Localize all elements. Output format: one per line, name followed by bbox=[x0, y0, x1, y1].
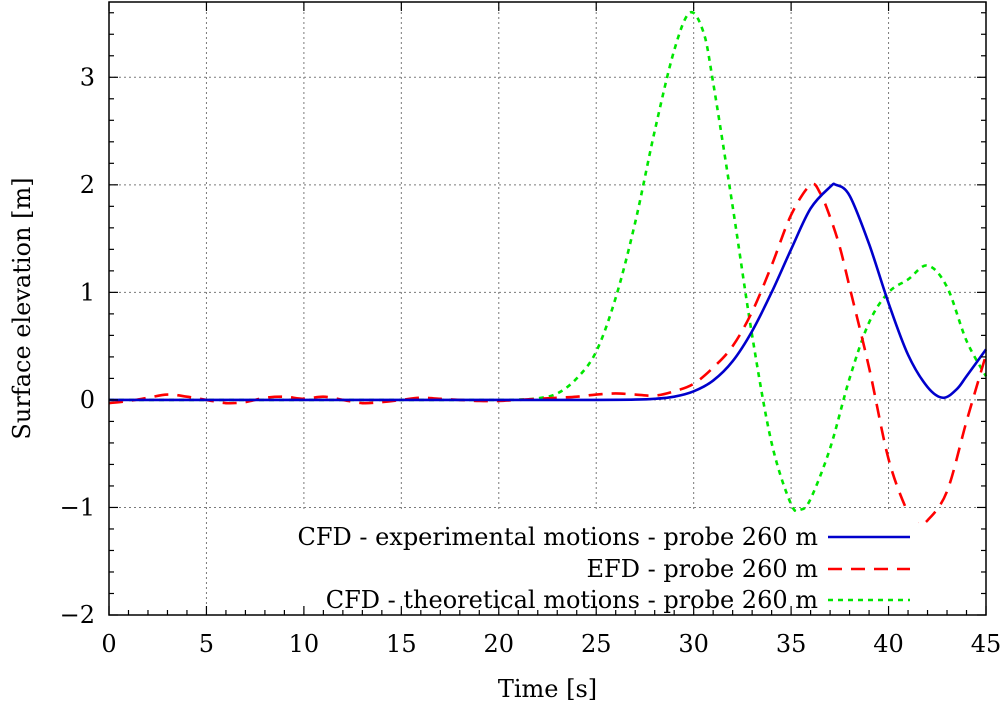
x-tick-label: 40 bbox=[873, 630, 904, 658]
series-lines bbox=[108, 10, 988, 526]
y-axis-label: Surface elevation [m] bbox=[8, 177, 36, 439]
legend-label: CFD - experimental motions - probe 260 m bbox=[297, 523, 818, 551]
x-tick-label: 35 bbox=[776, 630, 807, 658]
legend-label: EFD - probe 260 m bbox=[587, 555, 819, 583]
x-tick-label: 20 bbox=[484, 630, 515, 658]
x-tick-label: 0 bbox=[101, 630, 116, 658]
y-tick-label: 2 bbox=[80, 171, 95, 199]
series-line-0 bbox=[109, 182, 988, 402]
y-tick-label: 3 bbox=[80, 63, 95, 91]
y-tick-label: −1 bbox=[60, 493, 95, 521]
x-tick-label: 30 bbox=[678, 630, 709, 658]
x-tick-label: 10 bbox=[289, 630, 320, 658]
series-line-1 bbox=[108, 182, 988, 526]
x-tick-label: 45 bbox=[971, 630, 1002, 658]
y-tick-label: 1 bbox=[80, 278, 95, 306]
legend: CFD - experimental motions - probe 260 m… bbox=[297, 523, 910, 614]
plot-frame bbox=[108, 1, 987, 616]
y-tick-label: 0 bbox=[80, 386, 95, 414]
x-tick-label: 25 bbox=[581, 630, 612, 658]
x-axis-label: Time [s] bbox=[498, 675, 597, 703]
y-tick-label: −2 bbox=[60, 601, 95, 629]
series-line-2 bbox=[109, 10, 988, 513]
axis-ticks: 0 5 10 15 20 25 30 35 40 45 −2 −1 0 1 2 3 bbox=[60, 2, 1002, 658]
legend-background bbox=[228, 512, 918, 612]
x-tick-label: 5 bbox=[199, 630, 214, 658]
legend-label: CFD - theoretical motions - probe 260 m bbox=[326, 586, 818, 614]
x-tick-label: 15 bbox=[386, 630, 417, 658]
